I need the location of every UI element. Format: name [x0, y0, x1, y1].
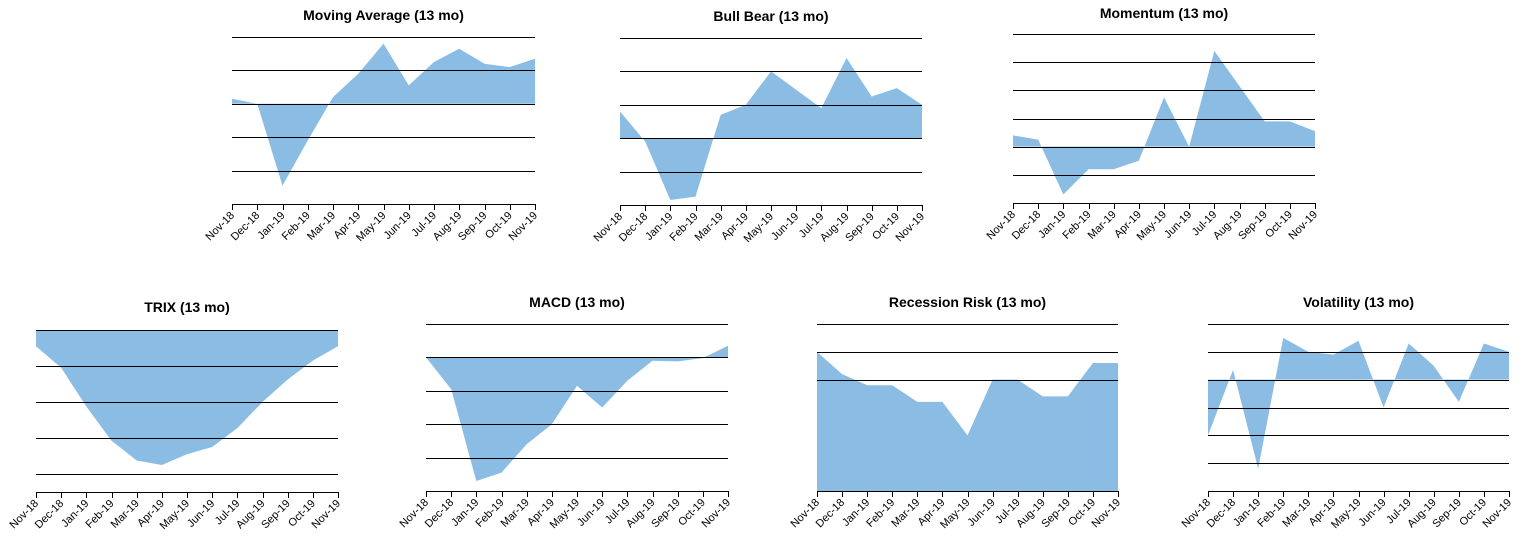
chart-bull-bear: Bull Bear (13 mo) Nov-18Dec-18Jan-19Feb-…: [592, 8, 928, 245]
x-tick-label: Dec-18: [33, 498, 67, 532]
chart-trix: TRIX (13 mo) Nov-18Dec-18Jan-19Feb-19Mar…: [8, 299, 344, 532]
x-tick-label: Dec-18: [229, 210, 263, 244]
chart-macd: MACD (13 mo) Nov-18Dec-18Jan-19Feb-19Mar…: [398, 294, 734, 531]
area-series: [1013, 50, 1315, 195]
area-series: [36, 330, 338, 465]
x-tick-label: Mar-19: [889, 497, 922, 530]
x-tick-label: Mar-19: [1280, 497, 1313, 530]
x-tick-label: Nov-19: [894, 211, 928, 245]
x-tick-label: Sep-19: [1236, 209, 1270, 243]
x-tick-label: Mar-19: [499, 497, 532, 530]
chart-title: Momentum (13 mo): [1100, 5, 1228, 21]
x-tick-label: Nov-19: [310, 498, 344, 532]
x-tick-label: Nov-19: [507, 210, 541, 244]
x-tick-label: Sep-19: [259, 498, 293, 532]
area-series: [232, 43, 535, 186]
chart-title: Bull Bear (13 mo): [713, 8, 828, 24]
x-tick-label: Mar-19: [693, 211, 726, 244]
x-tick-label: Jun-19: [382, 210, 414, 242]
x-tick-label: Mar-19: [305, 210, 338, 243]
chart-title: MACD (13 mo): [529, 294, 625, 310]
x-tick-label: Nov-19: [700, 497, 734, 531]
chart-momentum: Momentum (13 mo) Nov-18Dec-18Jan-19Feb-1…: [985, 5, 1321, 243]
x-tick-label: Sep-19: [843, 211, 877, 245]
x-tick-label: Sep-19: [649, 497, 683, 531]
chart-volatility: Volatility (13 mo) Nov-18Dec-18Jan-19Feb…: [1180, 294, 1515, 531]
x-tick-label: Jun-19: [965, 497, 997, 529]
x-tick-label: Dec-18: [814, 497, 848, 531]
chart-moving-average: Moving Average (13 mo) Nov-18Dec-18Jan-1…: [204, 7, 541, 244]
x-tick-label: Mar-19: [1086, 209, 1119, 242]
x-tick-label: Sep-19: [456, 210, 490, 244]
x-tick-label: Dec-18: [617, 211, 651, 245]
area-series: [620, 58, 922, 200]
x-tick-label: Nov-19: [1287, 209, 1321, 243]
area-series: [1208, 337, 1509, 469]
chart-title: Recession Risk (13 mo): [889, 294, 1046, 310]
chart-recession-risk: Recession Risk (13 mo) Nov-18Dec-18Jan-1…: [789, 294, 1124, 531]
x-tick-label: Dec-18: [423, 497, 457, 531]
x-tick-label: Jun-19: [769, 211, 801, 243]
chart-title: Moving Average (13 mo): [303, 7, 464, 23]
area-series: [426, 345, 728, 481]
x-tick-label: Dec-18: [1010, 209, 1044, 243]
x-tick-label: Jun-19: [185, 498, 217, 530]
x-tick-label: Mar-19: [109, 498, 142, 531]
x-tick-label: Jun-19: [1356, 497, 1388, 529]
x-tick-label: Jun-19: [1162, 209, 1194, 241]
area-series: [817, 351, 1118, 491]
chart-title: Volatility (13 mo): [1303, 294, 1414, 310]
x-tick-label: Dec-18: [1205, 497, 1239, 531]
chart-title: TRIX (13 mo): [144, 299, 230, 315]
x-tick-label: Jun-19: [575, 497, 607, 529]
